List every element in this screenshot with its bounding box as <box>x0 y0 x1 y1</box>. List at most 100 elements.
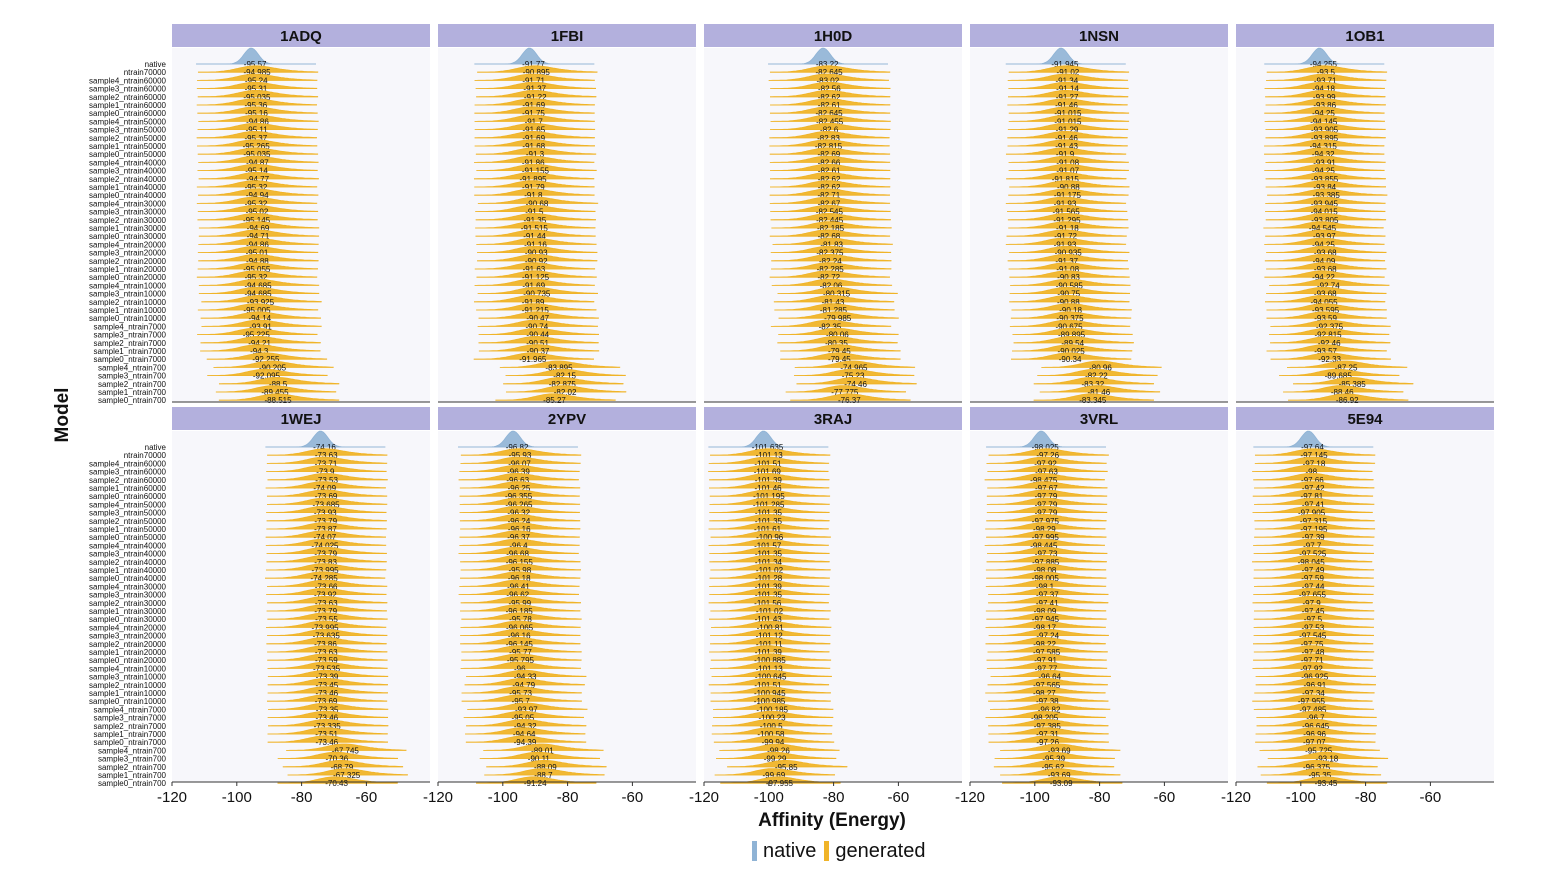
data-label: -93.09 <box>1050 779 1073 788</box>
panel-strip <box>1236 407 1494 430</box>
data-label: -73.685 <box>312 500 340 509</box>
data-label: -95.85 <box>775 763 798 772</box>
density-ridge <box>476 237 597 245</box>
data-label: -74.285 <box>311 574 339 583</box>
data-label: -97.45 <box>1302 607 1325 616</box>
density-ridge <box>1266 286 1387 294</box>
data-label: -98.29 <box>1033 525 1056 534</box>
density-ridge <box>1264 237 1385 245</box>
y-tick-label: sample4_ntrain40000 <box>89 541 166 550</box>
density-ridge <box>768 73 889 81</box>
density-ridge <box>986 489 1108 497</box>
data-label: -95.35 <box>1309 771 1332 780</box>
density-ridge <box>770 106 891 114</box>
density-ridge <box>200 311 321 319</box>
data-label: -96.37 <box>507 533 530 542</box>
density-ridge <box>986 555 1107 563</box>
density-ridge <box>708 522 829 530</box>
density-ridge <box>1255 448 1376 456</box>
data-label: -97.525 <box>1299 550 1327 559</box>
data-label: -95.77 <box>509 648 532 657</box>
data-label: -95.37 <box>244 134 267 143</box>
density-ridge <box>475 204 596 212</box>
data-label: -91.07 <box>1056 167 1079 176</box>
data-label: -98.27 <box>1033 689 1056 698</box>
data-label: -94.71 <box>247 232 270 241</box>
y-tick-label: sample1_ntrain20000 <box>89 648 166 657</box>
data-label: -91.015 <box>1054 117 1082 126</box>
density-ridge <box>985 563 1107 571</box>
density-ridge <box>277 751 398 759</box>
data-label: -100.645 <box>755 673 787 682</box>
data-label: -96.25 <box>508 484 531 493</box>
data-label: -95.265 <box>243 142 271 151</box>
data-label: -101.39 <box>755 476 783 485</box>
density-ridge <box>986 505 1108 513</box>
density-ridge <box>465 735 587 743</box>
data-label: -73.79 <box>314 517 337 526</box>
data-label: -94.14 <box>248 314 271 323</box>
density-ridge <box>460 448 582 456</box>
data-label: -97.79 <box>1035 492 1058 501</box>
density-ridge <box>1033 377 1154 385</box>
data-label: -101.34 <box>755 558 783 567</box>
data-label: -100.885 <box>754 656 786 665</box>
data-label: -73.46 <box>315 714 338 723</box>
density-ridge <box>711 669 832 677</box>
density-ridge <box>198 221 320 229</box>
density-ridge <box>770 122 891 130</box>
density-ridge <box>1254 604 1375 612</box>
y-tick-label: sample0_ntrain30000 <box>89 615 166 624</box>
density-ridge <box>484 768 605 776</box>
density-ridge <box>987 645 1108 653</box>
data-label: -91.27 <box>1056 93 1079 102</box>
data-label: -73.79 <box>314 607 337 616</box>
y-tick-label: sample1_ntrain30000 <box>89 224 166 233</box>
density-ridge <box>1288 393 1409 401</box>
data-label: -85.385 <box>1339 380 1367 389</box>
density-ridge <box>711 620 832 628</box>
data-label: -101.35 <box>755 591 783 600</box>
data-label: -96 <box>514 664 526 673</box>
density-ridge <box>1008 155 1129 163</box>
density-ridge <box>770 204 891 212</box>
density-ridge <box>267 579 388 587</box>
data-label: -74.025 <box>311 541 339 550</box>
y-tick-label: sample1_ntrain40000 <box>89 183 166 192</box>
data-label: -96.62 <box>506 591 529 600</box>
data-label: -100.185 <box>756 705 788 714</box>
data-label: -82.67 <box>818 199 841 208</box>
data-label: -94.315 <box>1310 142 1338 151</box>
data-label: -95.055 <box>243 265 271 274</box>
density-ridge <box>1009 286 1130 294</box>
data-label: -101.39 <box>755 582 783 591</box>
data-label: -96.96 <box>1303 730 1326 739</box>
data-label: -73.69 <box>315 697 338 706</box>
data-label: -91.895 <box>519 175 547 184</box>
data-label: -91.79 <box>522 183 545 192</box>
density-ridge <box>1008 65 1130 73</box>
density-ridge <box>986 497 1108 505</box>
data-label: -90.11 <box>528 755 551 764</box>
density-ridge <box>266 637 387 645</box>
density-ridge <box>1254 530 1375 538</box>
density-ridge <box>985 710 1106 718</box>
density-ridge <box>1266 73 1387 81</box>
density-ridge <box>1007 213 1129 221</box>
density-ridge <box>713 735 835 743</box>
data-label: -96.265 <box>505 500 533 509</box>
density-ridge <box>267 653 388 661</box>
data-label: -97.145 <box>1300 451 1328 460</box>
y-tick-label: sample2_ntrain30000 <box>89 216 166 225</box>
data-label: -90.375 <box>1056 314 1084 323</box>
panel-title: 1ADQ <box>280 28 322 45</box>
density-ridge <box>709 505 830 513</box>
y-tick-label: sample0_ntrain30000 <box>89 232 166 241</box>
y-tick-label: sample0_ntrain20000 <box>89 273 166 282</box>
density-ridge <box>1264 106 1385 114</box>
y-tick-label: sample3_ntrain30000 <box>89 591 166 600</box>
density-ridge <box>1254 456 1376 464</box>
data-label: -74.07 <box>313 533 336 542</box>
density-ridge <box>458 473 579 481</box>
data-label: -97.49 <box>1302 566 1325 575</box>
